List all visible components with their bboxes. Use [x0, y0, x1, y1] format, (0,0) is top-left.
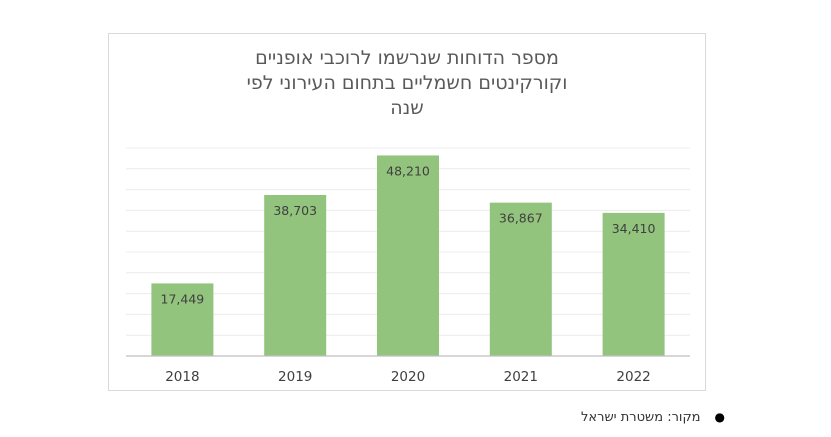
- x-tick-label-2021: 2021: [504, 369, 538, 385]
- bar-2018: [151, 283, 214, 356]
- chart-title-line-2: וקורקינטים חשמליים בתחום העירוני לפי: [246, 72, 568, 94]
- data-label-2019: 38,703: [273, 203, 317, 218]
- chart-title: מספר הדוחות שנרשמו לרוכבי אופניים וקורקי…: [109, 46, 705, 121]
- x-tick-label-2020: 2020: [391, 369, 425, 385]
- chart-title-line-1: מספר הדוחות שנרשמו לרוכבי אופניים: [255, 47, 559, 69]
- data-label-2020: 48,210: [386, 163, 430, 178]
- bullet-icon: ●: [714, 410, 725, 424]
- x-tick-label-2019: 2019: [278, 369, 312, 385]
- x-tick-label-2018: 2018: [165, 369, 199, 385]
- bar-2022: [602, 212, 665, 356]
- bar-2019: [264, 194, 327, 356]
- data-label-2021: 36,867: [499, 211, 543, 226]
- bar-2020: [377, 155, 439, 356]
- data-label-2022: 34,410: [612, 221, 656, 236]
- bar-2021: [489, 202, 552, 356]
- chart-title-line-3: שנה: [390, 97, 424, 119]
- source-note: ● מקור: משטרת ישראל: [581, 410, 725, 425]
- source-note-text: מקור: משטרת ישראל: [581, 410, 701, 425]
- chart-frame: מספר הדוחות שנרשמו לרוכבי אופניים וקורקי…: [108, 33, 706, 391]
- data-label-2018: 17,449: [161, 291, 205, 306]
- x-tick-label-2022: 2022: [616, 369, 650, 385]
- chart-plot: 17,449 2018 38,703 2019 48,210 2020 36,867 2021…: [126, 147, 690, 385]
